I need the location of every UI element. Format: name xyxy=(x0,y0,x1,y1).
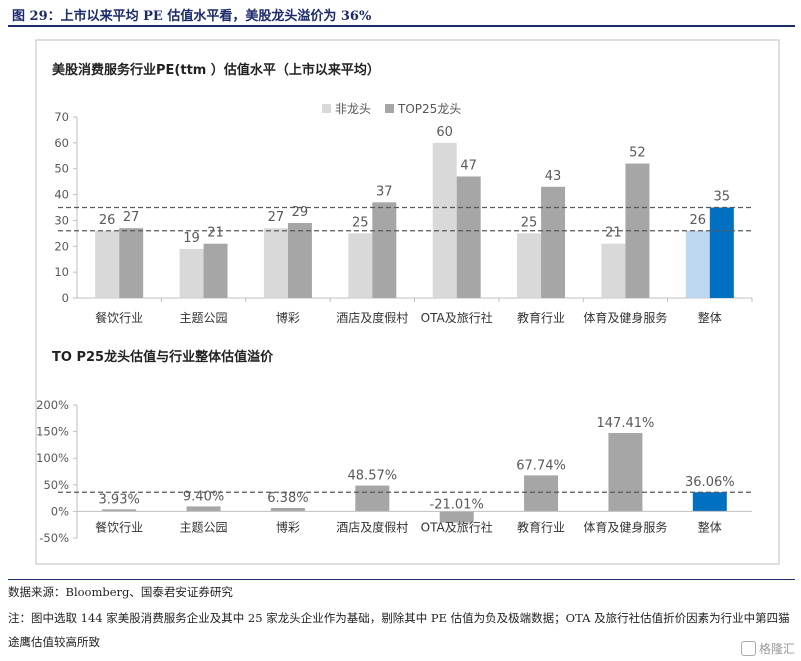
chart1-x-tick-label: 教育行业 xyxy=(517,310,565,325)
chart1-y-tick-label: 40 xyxy=(54,188,69,202)
watermark-text: 格隆汇 xyxy=(758,642,795,656)
chart1-bar-non-leader xyxy=(601,243,626,298)
chart1-bar-leader xyxy=(287,223,312,298)
chart2-x-tick-label: 餐饮行业 xyxy=(95,519,143,534)
source-line: 数据来源：Bloomberg、国泰君安证券研究 xyxy=(8,585,233,599)
chart1-data-label: 37 xyxy=(376,184,393,199)
chart2-x-tick-label: 酒店及度假村 xyxy=(336,519,408,534)
chart1-bar-leader xyxy=(119,228,144,298)
chart1-x-tick-label: 酒店及度假村 xyxy=(336,310,408,325)
chart1-data-label: 25 xyxy=(352,215,369,230)
chart1-y-tick-label: 10 xyxy=(54,265,69,279)
chart1-bar-non-leader xyxy=(263,228,288,298)
chart2-x-tick-label: 主题公园 xyxy=(180,520,228,534)
chart1-bar-leader xyxy=(456,176,481,298)
chart2-data-label: 3.93% xyxy=(99,492,140,507)
legend-swatch-0 xyxy=(322,104,331,113)
chart1-y-tick-label: 20 xyxy=(54,239,69,253)
chart1-x-tick-label: 整体 xyxy=(698,310,722,325)
chart1-data-label: 27 xyxy=(268,210,285,225)
chart1-data-label: 29 xyxy=(292,205,309,220)
chart2-data-label: 147.41% xyxy=(597,416,655,431)
chart1-y-tick-label: 70 xyxy=(54,110,69,124)
chart2-y-tick-label: 50% xyxy=(43,478,69,492)
chart1-data-label: 26 xyxy=(690,213,707,228)
chart2-data-label: 6.38% xyxy=(267,491,308,506)
chart2-bar xyxy=(355,485,390,512)
chart1-data-label: 43 xyxy=(545,169,562,184)
chart1-x-tick-label: OTA及旅行社 xyxy=(421,310,493,325)
chart1-bar-non-leader xyxy=(179,248,204,298)
chart1-data-label: 47 xyxy=(460,158,477,173)
bottom-rule xyxy=(8,579,795,580)
chart1-data-label: 25 xyxy=(521,215,538,230)
chart1-data-label: 19 xyxy=(183,231,200,246)
legend-label-0: 非龙头 xyxy=(335,102,371,116)
chart2-data-label: 67.74% xyxy=(516,458,566,473)
chart2-y-tick-label: 200% xyxy=(36,398,69,412)
chart2-data-label: 48.57% xyxy=(348,469,398,484)
chart2-data-label: -21.01% xyxy=(430,497,484,512)
chart1-bar-non-leader xyxy=(685,230,710,298)
chart2-x-tick-label: 整体 xyxy=(698,519,722,534)
legend-swatch-1 xyxy=(385,104,394,113)
chart1-y-tick-label: 60 xyxy=(54,136,69,150)
chart2-data-label: 36.06% xyxy=(685,475,735,490)
chart1-data-label: 21 xyxy=(605,226,622,241)
chart1-title: 美股消费服务行业PE(ttm ）估值水平（上市以来平均） xyxy=(52,62,380,78)
chart1-bar-leader xyxy=(541,186,566,298)
chart1-bar-leader xyxy=(709,207,734,298)
chart1-x-tick-label: 体育及健身服务 xyxy=(583,310,667,325)
watermark-logo-icon xyxy=(740,641,756,656)
chart1-data-label: 35 xyxy=(714,190,731,205)
chart2-y-tick-label: 150% xyxy=(36,425,69,439)
chart2-bar xyxy=(186,506,221,512)
note-text: 注：图中选取 144 家美股消费服务企业及其中 25 家龙头企业作为基础，剔除其… xyxy=(8,611,790,649)
chart2-data-label: 9.40% xyxy=(183,489,224,504)
top-rule xyxy=(8,25,795,27)
chart2-bar xyxy=(270,508,305,512)
chart2-y-tick-label: -50% xyxy=(39,531,69,545)
figure-title: 图 29：上市以来平均 PE 估值水平看，美股龙头溢价为 36% xyxy=(12,9,372,24)
chart1-x-tick-label: 博彩 xyxy=(276,310,300,325)
chart2-bar xyxy=(608,432,643,512)
chart1-y-tick-label: 0 xyxy=(62,291,69,305)
chart1-bar-non-leader xyxy=(432,142,457,298)
chart1-data-label: 26 xyxy=(99,213,116,228)
chart2-bar xyxy=(524,475,559,512)
chart2-y-tick-label: 0% xyxy=(51,504,69,518)
chart2-bar xyxy=(102,509,137,512)
chart1-bar-non-leader xyxy=(95,230,120,298)
chart2-x-tick-label: OTA及旅行社 xyxy=(421,519,493,534)
chart1-bar-leader xyxy=(372,202,397,298)
chart1-data-label: 52 xyxy=(629,146,646,161)
chart1-y-tick-label: 30 xyxy=(54,213,69,227)
chart2-bar xyxy=(692,492,727,512)
chart1-x-tick-label: 餐饮行业 xyxy=(95,310,143,325)
chart2-bar xyxy=(439,511,474,523)
chart1-bar-leader xyxy=(203,243,228,298)
chart1-bar-non-leader xyxy=(348,233,373,298)
chart2-x-tick-label: 体育及健身服务 xyxy=(583,519,667,534)
chart2-x-tick-label: 教育行业 xyxy=(517,519,565,534)
chart1-y-tick-label: 50 xyxy=(54,162,69,176)
chart-canvas: 美股消费服务行业PE(ttm ）估值水平（上市以来平均） 非龙头 TOP25龙头 0 1… xyxy=(35,39,780,565)
chart-frame xyxy=(35,39,780,565)
chart1-x-tick-label: 主题公园 xyxy=(180,311,228,325)
legend-label-1: TOP25龙头 xyxy=(397,102,461,116)
chart1-data-label: 27 xyxy=(123,210,140,225)
chart2-title: TO P25龙头估值与行业整体估值溢价 xyxy=(52,349,274,365)
chart1-bar-non-leader xyxy=(517,233,542,298)
chart2-y-tick-label: 100% xyxy=(36,451,69,465)
chart1-data-label: 60 xyxy=(436,125,453,140)
chart1-data-label: 21 xyxy=(207,226,224,241)
watermark: 格隆汇 xyxy=(740,640,795,657)
chart2-x-tick-label: 博彩 xyxy=(276,519,300,534)
